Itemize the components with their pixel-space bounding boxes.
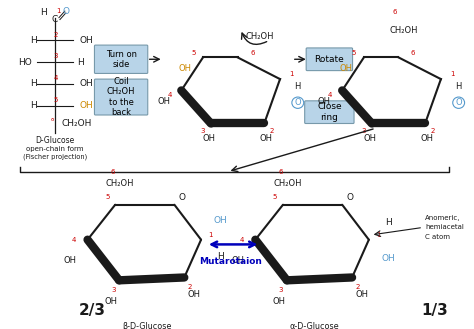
Text: (Fischer projection): (Fischer projection) <box>23 153 87 160</box>
Text: 2: 2 <box>270 128 274 134</box>
Text: 2: 2 <box>54 32 58 38</box>
Text: H: H <box>295 82 301 91</box>
Text: 3: 3 <box>279 287 283 293</box>
Text: Anomeric,: Anomeric, <box>425 215 461 221</box>
Text: 1: 1 <box>57 8 61 14</box>
Text: 1: 1 <box>290 71 294 77</box>
Text: 4: 4 <box>54 75 58 81</box>
Text: H: H <box>77 58 83 66</box>
Text: D-Glucose: D-Glucose <box>36 136 74 145</box>
Text: 2/3: 2/3 <box>79 303 106 318</box>
Text: 3: 3 <box>111 287 116 293</box>
Text: O: O <box>456 98 462 107</box>
Text: OH: OH <box>260 134 273 143</box>
Text: OH: OH <box>64 256 76 265</box>
Text: α-D-Glucose: α-D-Glucose <box>290 322 339 329</box>
Text: OH: OH <box>273 297 285 306</box>
Text: OH: OH <box>382 254 395 263</box>
Text: OH: OH <box>179 64 192 73</box>
FancyBboxPatch shape <box>106 317 187 329</box>
Text: Coil
CH₂OH
to the
back: Coil CH₂OH to the back <box>107 77 136 117</box>
Text: 4: 4 <box>239 237 244 243</box>
Text: OH: OH <box>202 134 216 143</box>
Text: OH: OH <box>80 36 93 45</box>
Text: OH: OH <box>340 64 353 73</box>
Text: OH: OH <box>318 97 331 106</box>
Text: 6: 6 <box>392 9 397 15</box>
Text: 2: 2 <box>431 128 435 134</box>
Text: Close
ring: Close ring <box>317 102 342 122</box>
Text: OH: OH <box>364 134 376 143</box>
Text: hemiacetal: hemiacetal <box>425 224 464 230</box>
Text: 6: 6 <box>111 169 116 175</box>
Text: O: O <box>63 7 69 15</box>
Text: 1/3: 1/3 <box>421 303 448 318</box>
Text: H: H <box>40 9 47 17</box>
Text: OH: OH <box>157 97 170 106</box>
Text: 6: 6 <box>250 50 255 56</box>
Text: H: H <box>456 82 462 91</box>
Text: Rotate: Rotate <box>314 55 344 64</box>
Text: Turn on
side: Turn on side <box>106 50 137 69</box>
Text: HO: HO <box>18 58 32 66</box>
Text: CH₂OH: CH₂OH <box>273 179 302 189</box>
Text: 5: 5 <box>54 97 58 103</box>
Text: β-D-Glucose: β-D-Glucose <box>122 322 172 329</box>
Text: OH: OH <box>188 290 201 299</box>
Text: CH₂OH: CH₂OH <box>245 32 273 41</box>
Text: 4: 4 <box>328 92 333 98</box>
FancyBboxPatch shape <box>306 48 353 71</box>
Text: OH: OH <box>231 256 244 265</box>
Text: CH₂OH: CH₂OH <box>62 119 92 128</box>
Text: OH: OH <box>80 101 93 110</box>
Text: 2: 2 <box>356 284 360 290</box>
Text: CH₂OH: CH₂OH <box>389 26 418 36</box>
Text: H: H <box>385 218 392 227</box>
Text: 5: 5 <box>273 194 277 200</box>
Text: 1: 1 <box>450 71 455 77</box>
FancyBboxPatch shape <box>305 101 354 123</box>
FancyBboxPatch shape <box>94 45 148 73</box>
Text: 2: 2 <box>188 284 192 290</box>
Text: OH: OH <box>420 134 434 143</box>
Text: 6: 6 <box>279 169 283 175</box>
Text: 5: 5 <box>191 50 195 56</box>
Text: 3: 3 <box>54 53 58 60</box>
Text: ⁶: ⁶ <box>50 117 54 126</box>
Text: CH₂OH: CH₂OH <box>106 179 134 189</box>
Text: 1: 1 <box>209 232 213 238</box>
Text: H: H <box>30 36 36 45</box>
Text: C atom: C atom <box>425 234 450 240</box>
Text: O: O <box>179 193 186 202</box>
Text: OH: OH <box>214 216 228 225</box>
Text: Mutarotaion: Mutarotaion <box>199 257 262 266</box>
Text: 5: 5 <box>105 194 109 200</box>
Text: O: O <box>294 98 301 107</box>
Text: H: H <box>30 101 36 110</box>
Text: open-chain form: open-chain form <box>26 146 84 152</box>
Text: C: C <box>52 15 58 24</box>
Text: H: H <box>218 252 224 261</box>
Text: 3: 3 <box>362 128 366 134</box>
FancyBboxPatch shape <box>274 317 355 329</box>
FancyBboxPatch shape <box>94 79 148 115</box>
Text: O: O <box>346 193 354 202</box>
Text: OH: OH <box>80 79 93 88</box>
Text: 6: 6 <box>410 50 415 56</box>
Text: 4: 4 <box>72 237 76 243</box>
Text: OH: OH <box>105 297 118 306</box>
Text: 3: 3 <box>201 128 205 134</box>
Text: 4: 4 <box>167 92 172 98</box>
Text: 5: 5 <box>352 50 356 56</box>
Text: 1: 1 <box>376 232 381 238</box>
Text: H: H <box>30 79 36 88</box>
Text: OH: OH <box>356 290 368 299</box>
